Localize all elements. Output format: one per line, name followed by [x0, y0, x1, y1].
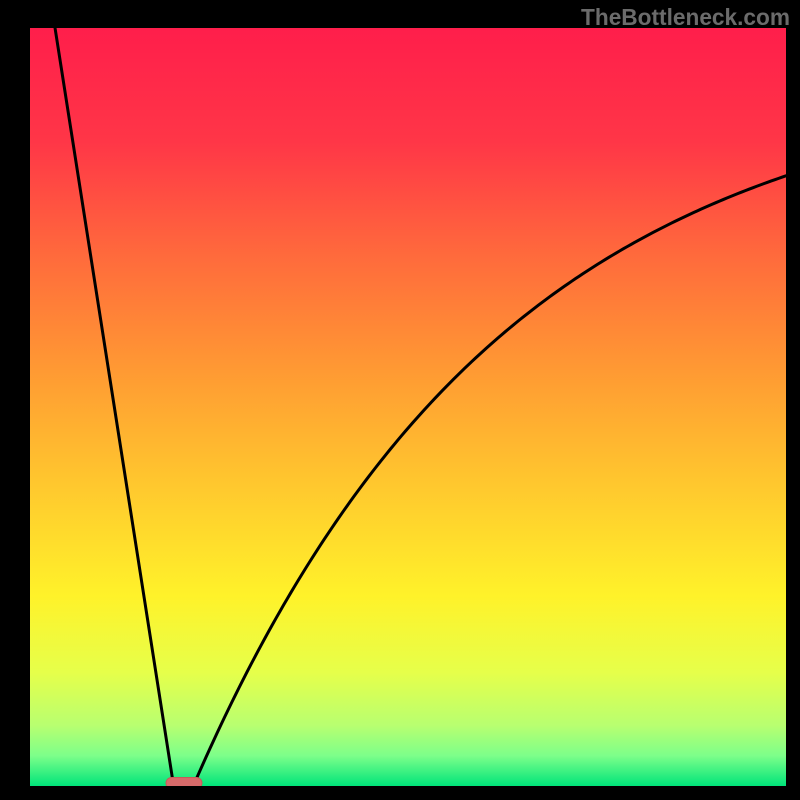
- chart-background: [30, 28, 786, 786]
- chart-svg: [0, 0, 800, 800]
- watermark-text: TheBottleneck.com: [581, 4, 790, 31]
- chart-container: TheBottleneck.com: [0, 0, 800, 800]
